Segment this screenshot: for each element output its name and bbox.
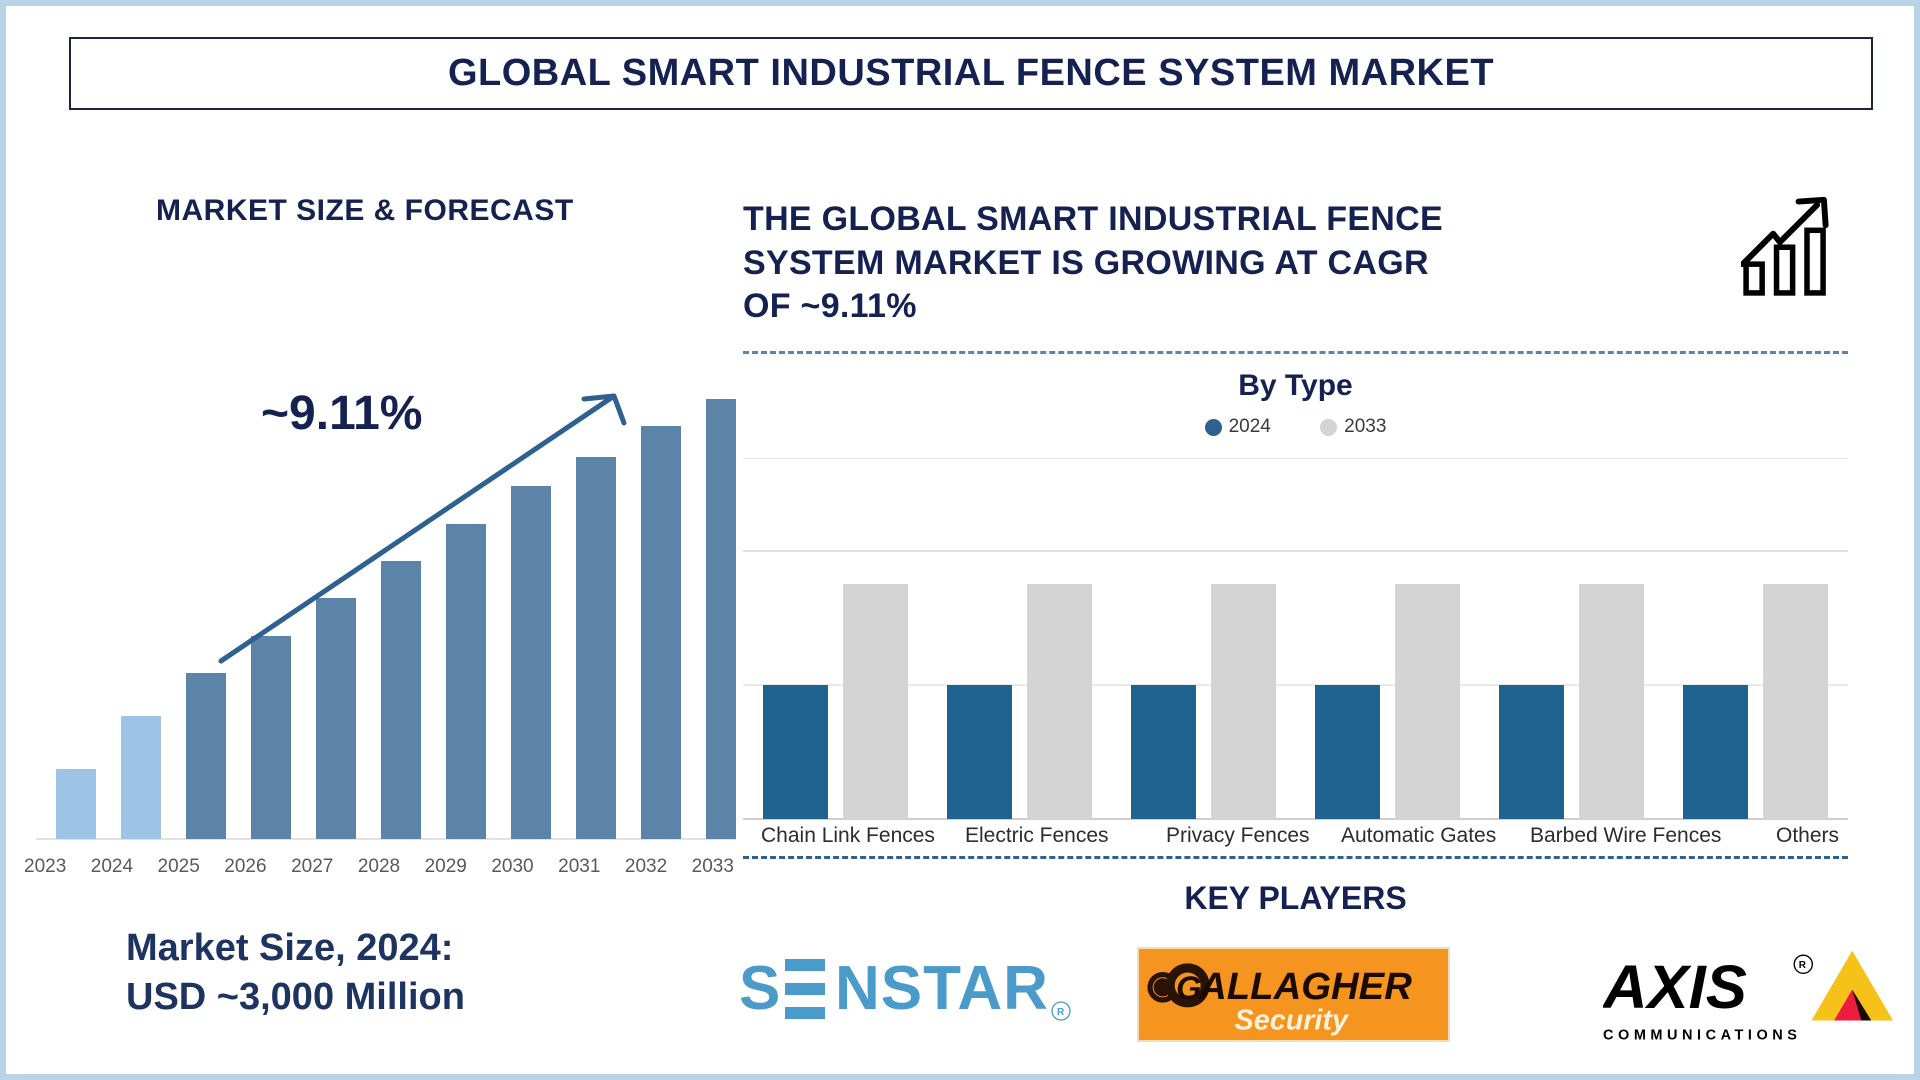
svg-text:Security: Security	[1235, 1004, 1350, 1036]
svg-text:R: R	[1057, 1007, 1065, 1018]
svg-text:COMMUNICATIONS: COMMUNICATIONS	[1603, 1028, 1802, 1044]
svg-text:R: R	[1799, 960, 1806, 971]
svg-text:G: G	[1176, 970, 1201, 1006]
svg-text:ALLAGHER: ALLAGHER	[1198, 965, 1412, 1008]
svg-text:AXIS: AXIS	[1603, 953, 1747, 1022]
svg-text:S: S	[739, 954, 781, 1023]
svg-text:NSTAR: NSTAR	[835, 954, 1049, 1023]
